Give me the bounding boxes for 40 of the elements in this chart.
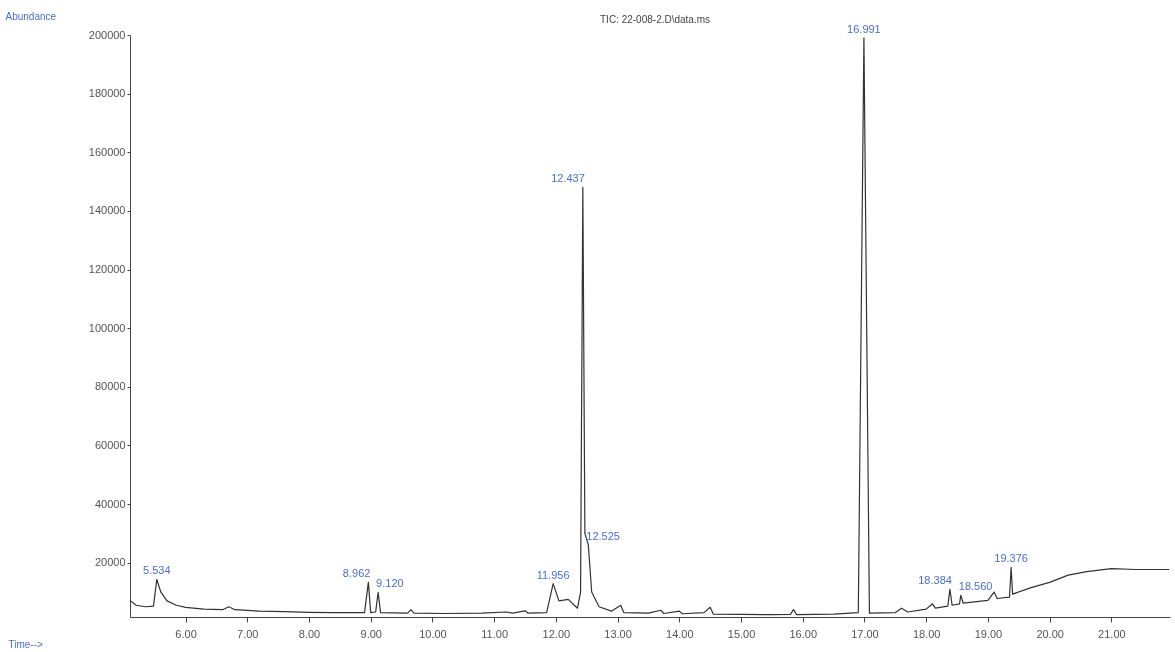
annotation: 19.376: [994, 552, 1028, 565]
line-series: [130, 37, 1170, 616]
y-tick-label: 20000: [94, 556, 126, 569]
x-tick-label: 11.00: [481, 627, 509, 640]
x-tick-label: 19.00: [974, 627, 1003, 640]
y-tick-label: 140000: [88, 204, 126, 217]
x-tick-label: 9.00: [360, 627, 382, 640]
y-tick-label: 200000: [88, 28, 126, 41]
x-tick-label: 8.00: [298, 627, 321, 640]
annotation: 18.560: [958, 580, 993, 593]
y-tick-label: 180000: [88, 87, 126, 100]
annotation: 8.962: [342, 567, 371, 580]
y-tick-label: 120000: [88, 263, 126, 276]
annotation: 12.525: [586, 529, 620, 542]
x-tick-label: 13.00: [604, 627, 632, 640]
annotation: 9.120: [376, 577, 404, 590]
annotation: 12.437: [551, 172, 585, 185]
x-tick-label: 6.00: [175, 627, 197, 640]
x-tick-label: 14.00: [666, 627, 694, 640]
y-tick-label: 60000: [94, 438, 126, 451]
y-tick-label: 100000: [88, 321, 126, 334]
x-tick-label: 18.00: [912, 627, 941, 640]
y-tick-label: 80000: [94, 380, 126, 393]
y-tick-label: 40000: [94, 497, 126, 510]
x-tick-label: 10.00: [419, 627, 447, 640]
y-tick-label: 160000: [88, 145, 126, 158]
x-tick-label: 7.00: [237, 627, 259, 640]
x-tick-label: 21.00: [1098, 627, 1126, 640]
chart-title: TIC: 22-008-2.D\data.ms: [600, 14, 711, 25]
annotation: 11.956: [536, 568, 570, 581]
x-tick-label: 12.00: [542, 627, 571, 640]
x-tick-label: 16.00: [789, 627, 818, 640]
x-tick-label: 20.00: [1036, 627, 1064, 640]
annotation: 5.534: [143, 564, 171, 577]
x-tick-label: 17.00: [851, 627, 879, 640]
annotation: 18.384: [918, 574, 952, 587]
y-axis-title: Abundance: [5, 10, 57, 22]
x-tick-label: 15.00: [727, 627, 756, 640]
annotation: 16.991: [847, 22, 881, 35]
x-axis-title: Time-->: [8, 638, 44, 650]
